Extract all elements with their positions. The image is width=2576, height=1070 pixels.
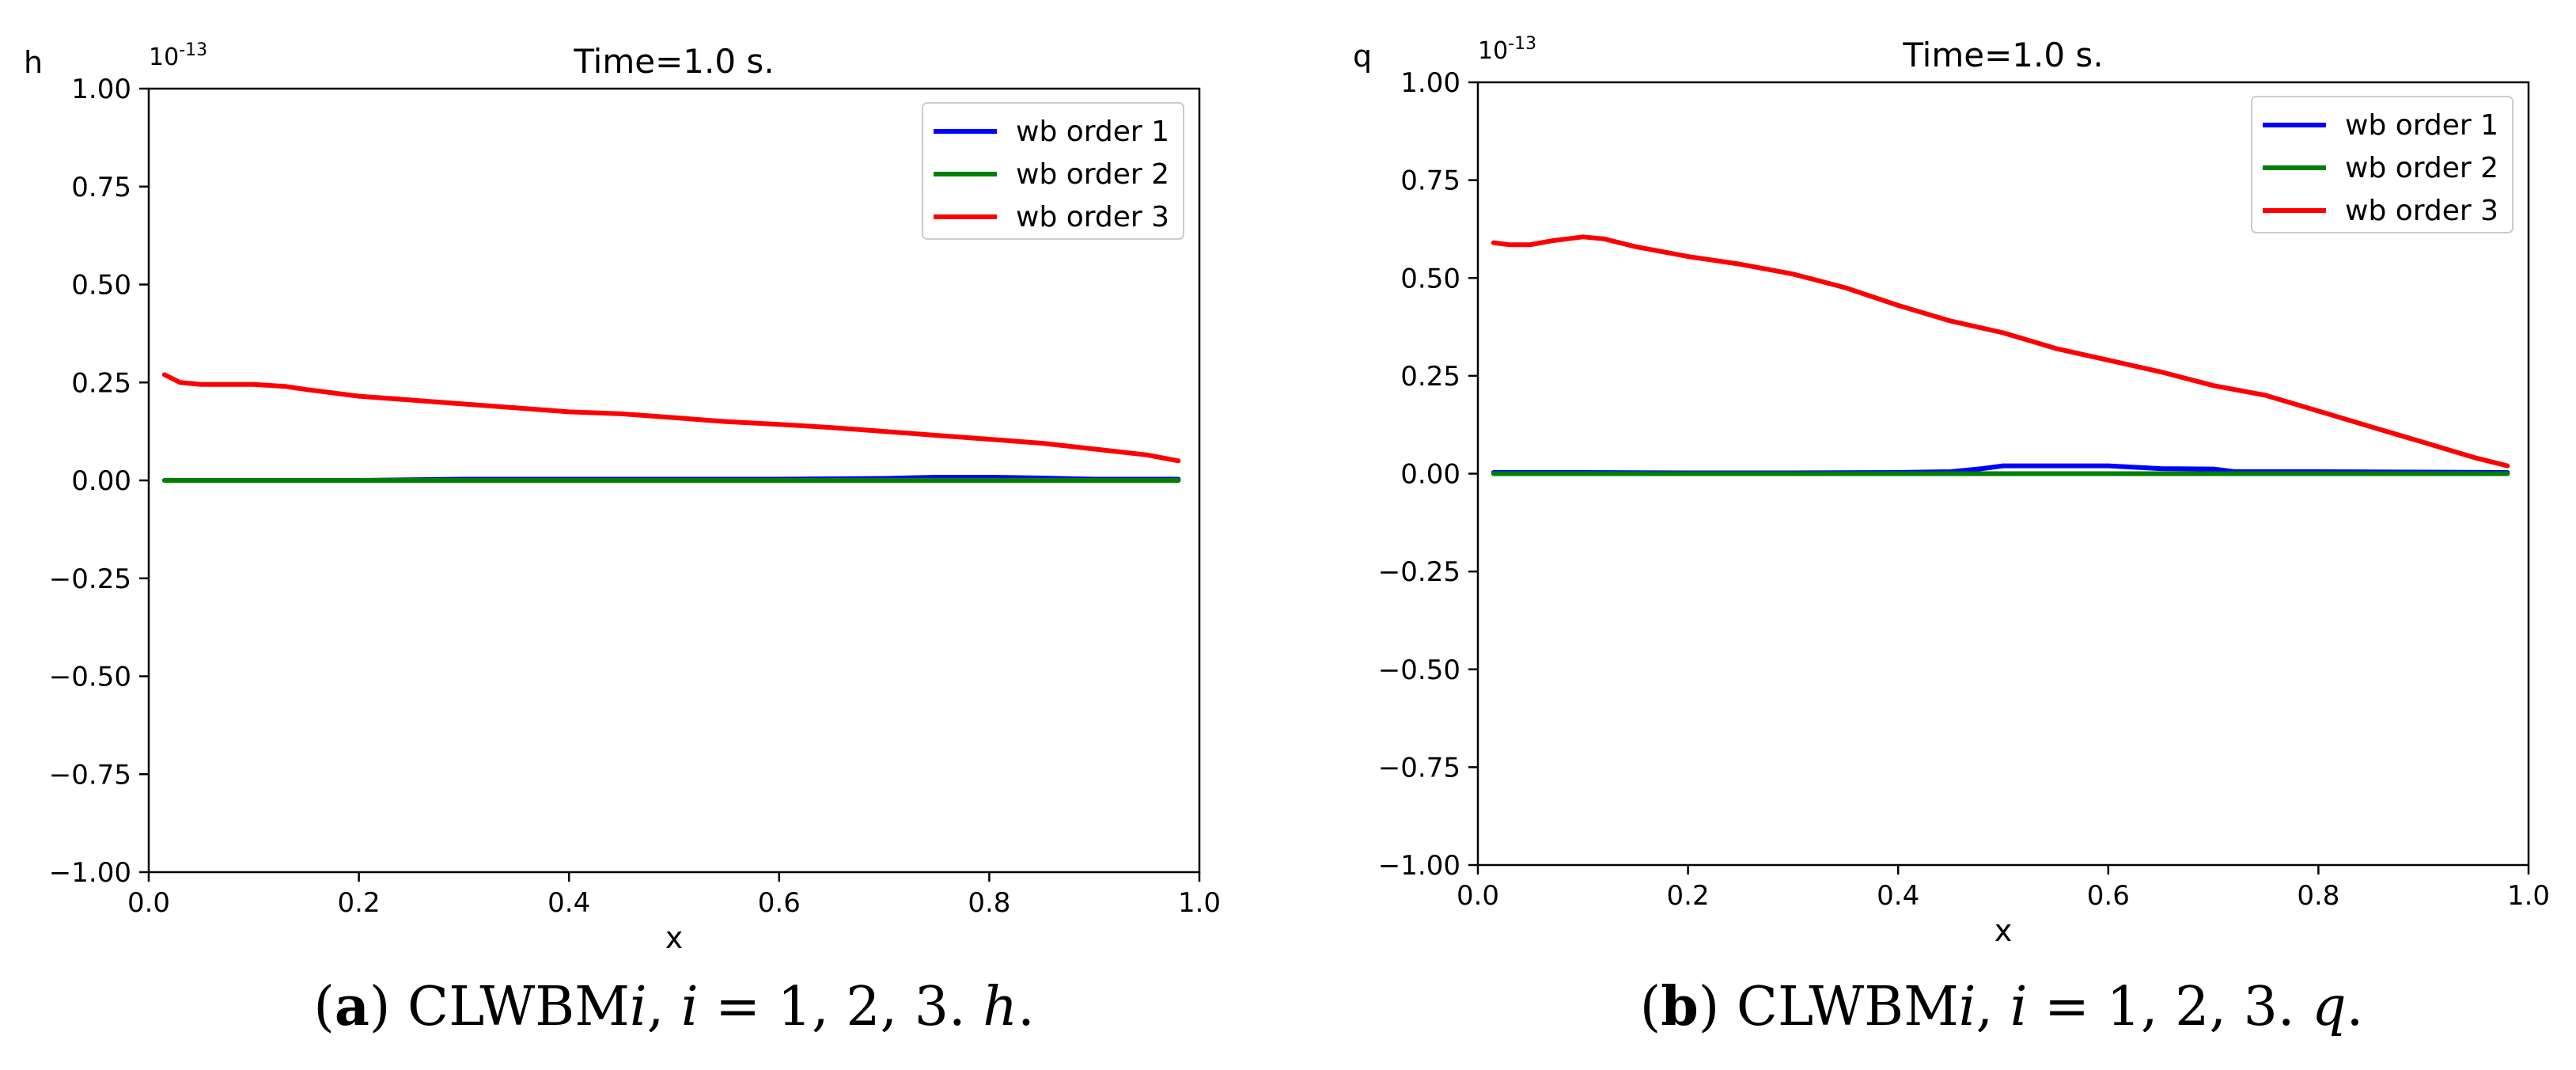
legend: wb order 1 wb order 2 wb order 3 bbox=[922, 102, 1184, 240]
x-tick-label: 0.8 bbox=[968, 887, 1010, 919]
chart-title: Time=1.0 s. bbox=[573, 42, 774, 81]
y-tick-label: 1.00 bbox=[1400, 67, 1460, 99]
x-tick-label: 0.0 bbox=[127, 887, 170, 919]
y-tick-label: −0.25 bbox=[1378, 556, 1460, 588]
legend: wb order 1 wb order 2 wb order 3 bbox=[2251, 96, 2513, 233]
y-tick-label: 0.75 bbox=[71, 172, 131, 203]
y-tick-label: −0.75 bbox=[1378, 752, 1460, 784]
legend-box bbox=[922, 102, 1184, 240]
x-tick-label: 1.0 bbox=[2507, 880, 2550, 912]
y-tick-label: 0.00 bbox=[71, 465, 131, 497]
legend-label-1: wb order 1 bbox=[2345, 109, 2498, 142]
y-tick-label: −0.50 bbox=[1378, 655, 1460, 686]
series-line-3 bbox=[1491, 234, 2510, 469]
x-axis-label: x bbox=[665, 920, 684, 955]
y-scale-factor: 10-13 bbox=[149, 40, 207, 71]
y-tick-label: 0.50 bbox=[71, 270, 131, 302]
x-tick-label: 0.8 bbox=[2297, 880, 2339, 912]
caption: (b) CLWBMi, i = 1, 2, 3. q. bbox=[1640, 975, 2364, 1038]
y-tick-label: 1.00 bbox=[71, 74, 131, 105]
y-scale-factor: 10-13 bbox=[1478, 34, 1536, 65]
y-tick-label: −1.00 bbox=[49, 857, 131, 889]
y-tick-label: −0.25 bbox=[49, 563, 131, 595]
legend-label-2: wb order 2 bbox=[1016, 158, 1169, 191]
y-axis-label: q bbox=[1353, 39, 1372, 74]
x-tick-label: 0.6 bbox=[758, 887, 801, 919]
legend-label-1: wb order 1 bbox=[1016, 116, 1169, 148]
legend-label-3: wb order 3 bbox=[1016, 201, 1169, 233]
legend-box bbox=[2251, 96, 2513, 233]
y-tick-label: −0.50 bbox=[49, 662, 131, 693]
legend-label-2: wb order 2 bbox=[2345, 152, 2498, 184]
x-tick-label: 0.2 bbox=[1667, 880, 1710, 912]
chart-title: Time=1.0 s. bbox=[1902, 36, 2103, 74]
x-tick-label: 1.0 bbox=[1178, 887, 1221, 919]
x-tick-label: 0.0 bbox=[1457, 880, 1499, 912]
y-tick-label: 0.25 bbox=[71, 367, 131, 399]
panel-b: 0.0 0.2 0.4 0.6 0.8 1.0 −1.00 −0.75 −0.50 −0.25 0.… bbox=[1353, 34, 2550, 1038]
x-tick-label: 0.4 bbox=[1877, 880, 1919, 912]
panel-a: 0.0 0.2 0.4 0.6 0.8 1.0 −1.00 −0.75 −0.50 −0.25 0.… bbox=[24, 40, 1221, 1038]
series-line-3 bbox=[161, 372, 1181, 464]
y-tick-label: 0.50 bbox=[1400, 263, 1460, 294]
x-tick-label: 0.4 bbox=[547, 887, 590, 919]
x-tick-label: 0.6 bbox=[2087, 880, 2130, 912]
y-tick-label: 0.25 bbox=[1400, 361, 1460, 393]
y-axis-label: h bbox=[24, 45, 43, 80]
y-tick-label: 0.00 bbox=[1400, 459, 1460, 491]
y-tick-label: −0.75 bbox=[49, 759, 131, 791]
caption: (a) CLWBMi, i = 1, 2, 3. h. bbox=[313, 975, 1034, 1038]
x-axis-label: x bbox=[1995, 913, 2013, 948]
y-tick-label: −1.00 bbox=[1378, 850, 1460, 882]
legend-label-3: wb order 3 bbox=[2345, 195, 2498, 227]
y-tick-label: 0.75 bbox=[1400, 165, 1460, 197]
x-tick-label: 0.2 bbox=[338, 887, 381, 919]
